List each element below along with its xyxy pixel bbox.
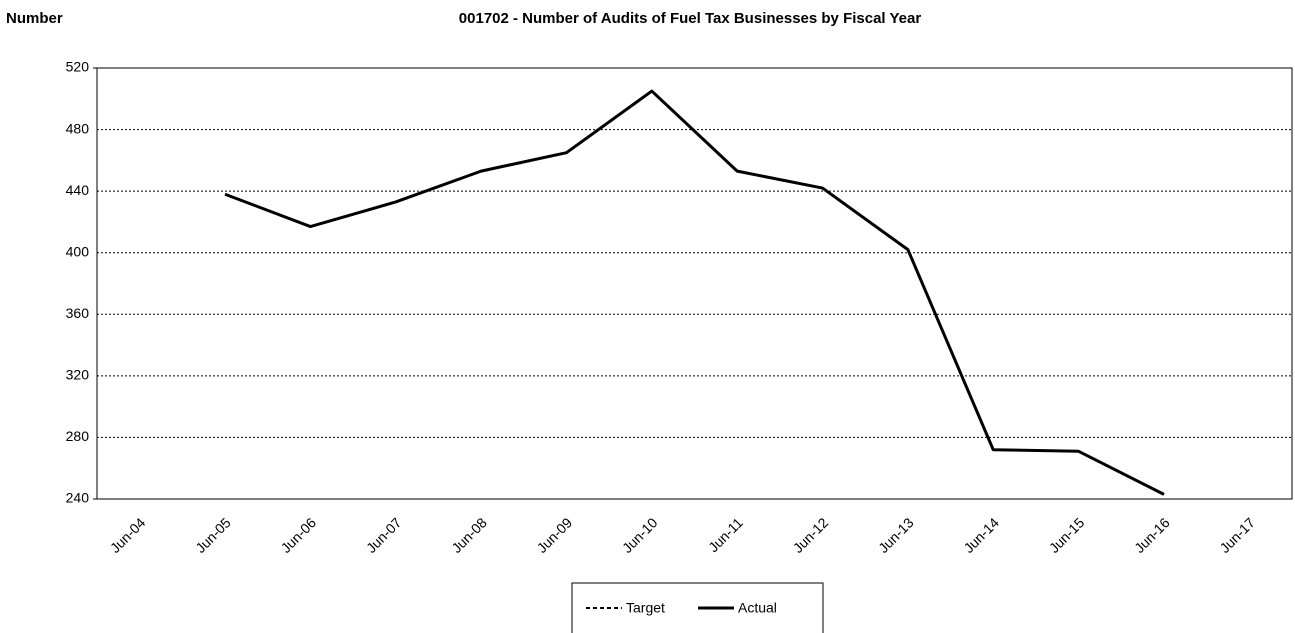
plot-frame: [96, 67, 1293, 500]
y-tick-label: 440: [66, 182, 90, 198]
y-tick-label: 240: [66, 490, 90, 506]
y-tick-label: 280: [66, 428, 90, 444]
y-tick-label: 320: [66, 367, 90, 383]
y-tick-label: 480: [66, 120, 90, 136]
x-tick-label: Jun-16: [1131, 514, 1173, 556]
x-tick-label: Jun-06: [278, 514, 320, 556]
x-tick-label: Jun-04: [107, 514, 149, 556]
x-tick-label: Jun-13: [875, 514, 917, 556]
x-tick-label: Jun-08: [448, 514, 490, 556]
x-tick-label: Jun-15: [1046, 514, 1088, 556]
chart-title: 001702 - Number of Audits of Fuel Tax Bu…: [459, 10, 922, 27]
x-tick-label: Jun-11: [705, 514, 746, 555]
x-tick-label: Jun-09: [534, 514, 576, 556]
x-tick-label: Jun-12: [790, 514, 832, 556]
x-tick-label: Jun-05: [192, 514, 234, 556]
x-tick-label: Jun-17: [1216, 514, 1258, 556]
y-tick-label: 360: [66, 305, 90, 321]
y-axis-label: Number: [6, 10, 63, 27]
x-tick-label: Jun-10: [619, 514, 661, 556]
x-tick-label: Jun-07: [363, 514, 405, 556]
y-tick-label: 520: [66, 59, 90, 75]
y-tick-label: 400: [66, 243, 90, 259]
series-line: [224, 89, 1165, 496]
legend-label: Actual: [738, 600, 777, 616]
legend-box: [571, 582, 824, 633]
legend-label: Target: [626, 600, 665, 616]
x-tick-label: Jun-14: [960, 514, 1002, 556]
